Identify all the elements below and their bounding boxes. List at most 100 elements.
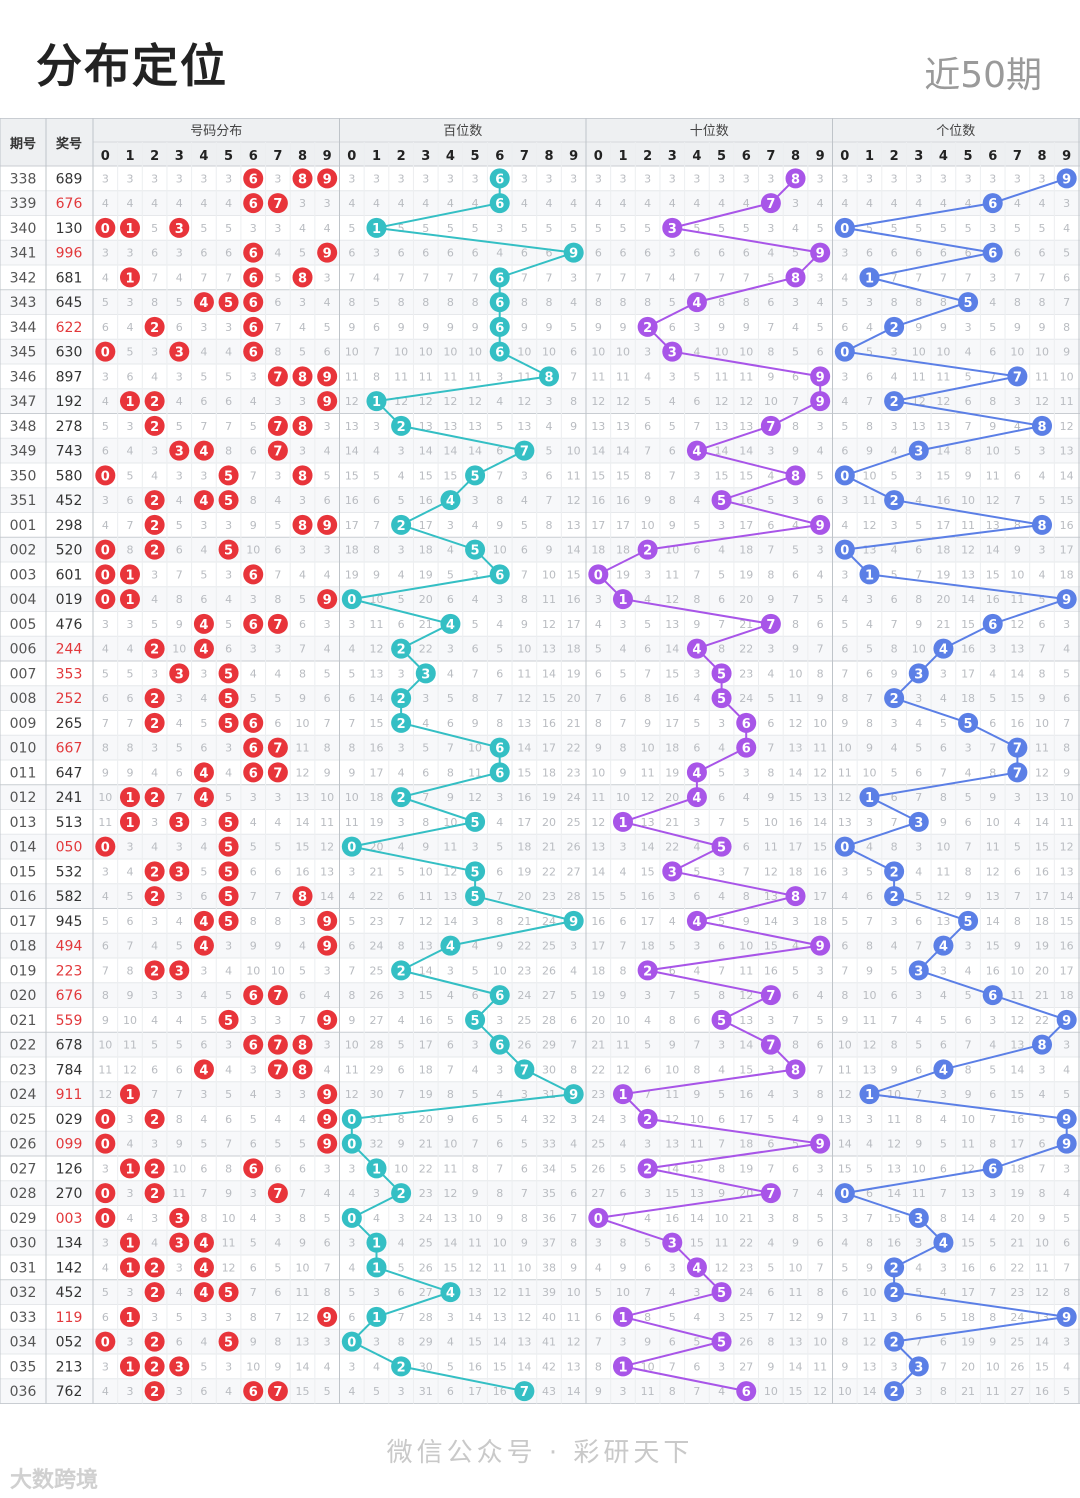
omission-value: 11 <box>468 370 482 383</box>
omission-value: 4 <box>792 222 799 235</box>
omission-value: 9 <box>940 816 947 829</box>
omission-value: 12 <box>419 395 433 408</box>
omission-value: 3 <box>1063 1039 1070 1052</box>
omission-value: 15 <box>443 469 457 482</box>
omission-value: 5 <box>1063 667 1070 680</box>
omission-value: 3 <box>570 940 577 953</box>
omission-value: 5 <box>521 1138 528 1151</box>
distribution-ball <box>292 415 313 436</box>
omission-value: 6 <box>176 544 183 557</box>
omission-value: 8 <box>595 296 602 309</box>
header-digit: 8 <box>791 149 800 164</box>
omission-value: 17 <box>542 742 556 755</box>
issue-number: 016 <box>10 889 37 905</box>
omission-value: 14 <box>542 667 556 680</box>
omission-value: 5 <box>940 717 947 730</box>
ball-digit: 9 <box>323 370 332 385</box>
position-ball <box>933 935 954 956</box>
issue-number: 002 <box>10 543 37 559</box>
distribution-ball <box>193 1232 214 1253</box>
omission-value: 6 <box>767 1286 774 1299</box>
omission-value: 22 <box>542 865 556 878</box>
omission-value: 4 <box>817 445 824 458</box>
omission-value: 11 <box>936 370 950 383</box>
ball-digit: 1 <box>125 791 134 806</box>
omission-value: 10 <box>419 346 433 359</box>
omission-value: 17 <box>961 667 975 680</box>
position-ball <box>489 341 510 362</box>
omission-value: 6 <box>718 593 725 606</box>
ball-digit: 6 <box>988 1162 997 1177</box>
omission-value: 8 <box>718 643 725 656</box>
omission-value: 6 <box>644 247 651 260</box>
position-ball <box>465 1009 486 1030</box>
issue-number: 007 <box>10 666 37 682</box>
omission-value: 6 <box>915 915 922 928</box>
omission-value: 3 <box>595 593 602 606</box>
ball-digit: 8 <box>298 1039 307 1054</box>
omission-value: 3 <box>891 172 898 185</box>
omission-value: 4 <box>102 1385 109 1398</box>
omission-value: 10 <box>591 346 605 359</box>
omission-value: 8 <box>965 865 972 878</box>
omission-value: 12 <box>838 1088 852 1101</box>
omission-value: 14 <box>764 915 778 928</box>
distribution-ball <box>193 910 214 931</box>
omission-value: 6 <box>225 247 232 260</box>
omission-value: 9 <box>472 321 479 334</box>
omission-value: 24 <box>591 1113 605 1126</box>
issue-number: 349 <box>10 444 37 460</box>
omission-value: 5 <box>1039 494 1046 507</box>
omission-value: 26 <box>1010 1360 1024 1373</box>
omission-value: 5 <box>102 1286 109 1299</box>
ball-digit: 2 <box>890 494 899 509</box>
omission-value: 9 <box>965 469 972 482</box>
omission-value: 3 <box>891 420 898 433</box>
ball-digit: 7 <box>520 1385 529 1400</box>
omission-value: 4 <box>915 494 922 507</box>
omission-value: 11 <box>345 1063 359 1076</box>
issue-number: 024 <box>10 1087 37 1103</box>
omission-value: 5 <box>965 791 972 804</box>
omission-value: 8 <box>348 296 355 309</box>
issue-number: 031 <box>10 1260 37 1276</box>
omission-value: 3 <box>619 172 626 185</box>
omission-value: 4 <box>373 1212 380 1225</box>
omission-value: 4 <box>546 420 553 433</box>
omission-value: 4 <box>126 445 133 458</box>
omission-value: 9 <box>521 1237 528 1250</box>
omission-value: 5 <box>1063 247 1070 260</box>
distribution-ball <box>95 1207 116 1228</box>
header-digit: 8 <box>298 149 307 164</box>
omission-value: 5 <box>102 296 109 309</box>
omission-value: 4 <box>989 1212 996 1225</box>
omission-value: 8 <box>940 296 947 309</box>
omission-value: 10 <box>591 766 605 779</box>
omission-value: 3 <box>940 964 947 977</box>
ball-digit: 4 <box>692 296 701 311</box>
distribution-ball <box>292 168 313 189</box>
period-filter[interactable]: 近50期 <box>924 55 1042 96</box>
omission-value: 35 <box>542 1187 556 1200</box>
distribution-ball <box>119 1257 140 1278</box>
omission-value: 6 <box>965 247 972 260</box>
omission-value: 7 <box>472 667 479 680</box>
omission-value: 10 <box>394 346 408 359</box>
omission-value: 14 <box>591 445 605 458</box>
omission-value: 6 <box>398 1286 405 1299</box>
header-issue: 期号 <box>10 137 36 152</box>
issue-number: 020 <box>10 988 37 1004</box>
omission-value: 12 <box>936 890 950 903</box>
omission-value: 10 <box>443 346 457 359</box>
omission-value: 3 <box>546 172 553 185</box>
omission-value: 5 <box>1014 841 1021 854</box>
omission-value: 7 <box>718 618 725 631</box>
omission-value: 5 <box>472 1088 479 1101</box>
omission-value: 16 <box>665 692 679 705</box>
omission-value: 5 <box>225 989 232 1002</box>
omission-value: 10 <box>862 1286 876 1299</box>
omission-value: 6 <box>644 1261 651 1274</box>
omission-value: 5 <box>866 865 873 878</box>
ball-digit: 4 <box>939 643 948 658</box>
omission-value: 3 <box>447 1311 454 1324</box>
